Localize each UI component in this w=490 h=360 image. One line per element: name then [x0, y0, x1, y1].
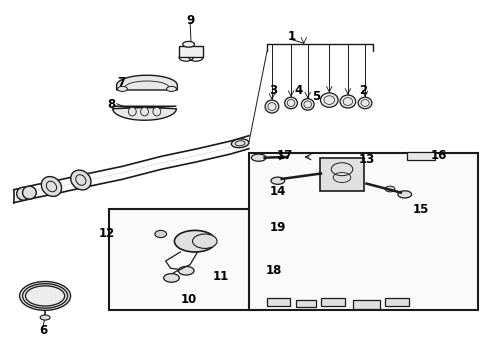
Ellipse shape	[385, 186, 395, 192]
Ellipse shape	[164, 274, 179, 282]
Text: 2: 2	[360, 84, 368, 97]
Ellipse shape	[71, 170, 91, 190]
Text: 12: 12	[98, 227, 115, 240]
Ellipse shape	[23, 186, 36, 199]
Ellipse shape	[285, 97, 297, 109]
Bar	[249, 153, 478, 310]
Bar	[179, 46, 203, 57]
Text: 15: 15	[412, 203, 429, 216]
Text: 8: 8	[108, 98, 116, 111]
Bar	[296, 300, 316, 307]
Ellipse shape	[271, 177, 285, 184]
Ellipse shape	[183, 41, 195, 47]
Text: 1: 1	[288, 30, 295, 42]
Text: 10: 10	[180, 293, 197, 306]
Text: 16: 16	[430, 149, 447, 162]
Ellipse shape	[40, 315, 50, 320]
Text: 3: 3	[270, 84, 277, 97]
Text: 5: 5	[312, 90, 320, 103]
Text: 13: 13	[358, 153, 375, 166]
Text: 4: 4	[295, 84, 303, 97]
Bar	[385, 298, 409, 306]
Ellipse shape	[320, 93, 338, 107]
Ellipse shape	[76, 175, 86, 185]
Text: 7: 7	[118, 76, 125, 89]
Polygon shape	[113, 106, 176, 120]
Text: 6: 6	[39, 324, 47, 337]
Ellipse shape	[41, 176, 62, 197]
Ellipse shape	[178, 266, 194, 275]
Text: 11: 11	[212, 270, 229, 283]
Ellipse shape	[301, 99, 314, 110]
Text: 19: 19	[270, 221, 287, 234]
Text: 17: 17	[277, 149, 294, 162]
Ellipse shape	[340, 95, 356, 108]
Ellipse shape	[128, 107, 136, 116]
Bar	[321, 298, 345, 306]
Bar	[109, 209, 260, 310]
Ellipse shape	[358, 97, 372, 109]
Ellipse shape	[193, 234, 217, 248]
Text: 9: 9	[186, 14, 194, 27]
Polygon shape	[117, 75, 177, 90]
Text: 18: 18	[265, 264, 282, 277]
Bar	[407, 152, 435, 160]
Text: 14: 14	[270, 185, 287, 198]
Ellipse shape	[20, 282, 71, 310]
Ellipse shape	[167, 86, 176, 91]
Bar	[353, 300, 380, 309]
Ellipse shape	[118, 86, 127, 91]
Ellipse shape	[47, 181, 56, 192]
Bar	[267, 298, 290, 306]
Ellipse shape	[153, 107, 161, 116]
Ellipse shape	[174, 230, 216, 252]
Ellipse shape	[398, 191, 412, 198]
Ellipse shape	[231, 139, 249, 148]
Ellipse shape	[17, 187, 30, 200]
Ellipse shape	[251, 154, 266, 161]
Ellipse shape	[265, 100, 279, 113]
Ellipse shape	[155, 230, 167, 238]
Bar	[320, 158, 364, 191]
Ellipse shape	[141, 107, 148, 116]
